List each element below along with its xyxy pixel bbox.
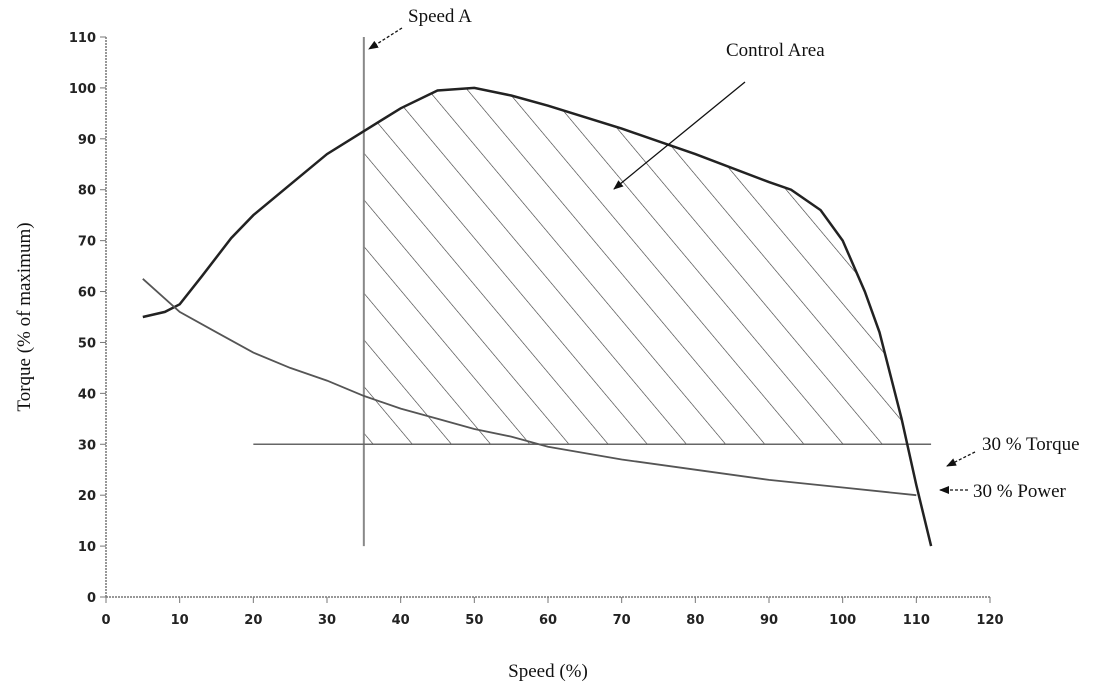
y-tick-label: 100 [69,82,96,97]
x-tick-label: 100 [829,613,856,628]
y-tick-label: 0 [87,591,96,606]
y-axis-ticks: 0 10 20 30 40 50 60 70 80 90 100 110 [69,31,106,606]
power-30-curve [142,278,917,497]
x-tick-label: 110 [903,613,930,628]
x-tick-label: 80 [686,613,704,628]
y-tick-label: 10 [78,540,96,555]
x-axis-ticks: 0 10 20 30 40 50 60 70 80 90 100 110 120 [101,597,1004,628]
max-torque-curve [142,86,933,547]
y-tick-label: 90 [78,133,96,148]
y-tick-label: 110 [69,31,96,46]
torque-30-label: 30 % Torque [982,434,1080,455]
power-30-label: 30 % Power [973,481,1067,502]
x-tick-label: 10 [171,613,189,628]
x-tick-label: 0 [101,613,110,628]
y-tick-label: 20 [78,489,96,504]
y-tick-label: 30 [78,438,96,453]
x-tick-label: 40 [392,613,410,628]
control-area-label: Control Area [726,40,825,61]
y-tick-label: 70 [78,235,96,250]
y-tick-label: 80 [78,184,96,199]
speed-a-label: Speed A [408,6,472,27]
x-tick-label: 60 [539,613,557,628]
x-tick-label: 50 [465,613,483,628]
x-axis-title: Speed (%) [508,661,588,682]
x-tick-label: 30 [318,613,336,628]
x-tick-label: 20 [244,613,262,628]
torque-30-arrow [946,451,976,467]
y-tick-label: 60 [78,286,96,301]
speed-a-arrow [368,27,403,50]
y-axis-title: Torque (% of maximum) [14,222,35,411]
control-area-arrow [613,81,746,190]
x-tick-label: 90 [760,613,778,628]
y-tick-label: 50 [78,336,96,351]
y-tick-label: 40 [78,387,96,402]
x-tick-label: 70 [613,613,631,628]
x-tick-label: 120 [976,613,1003,628]
